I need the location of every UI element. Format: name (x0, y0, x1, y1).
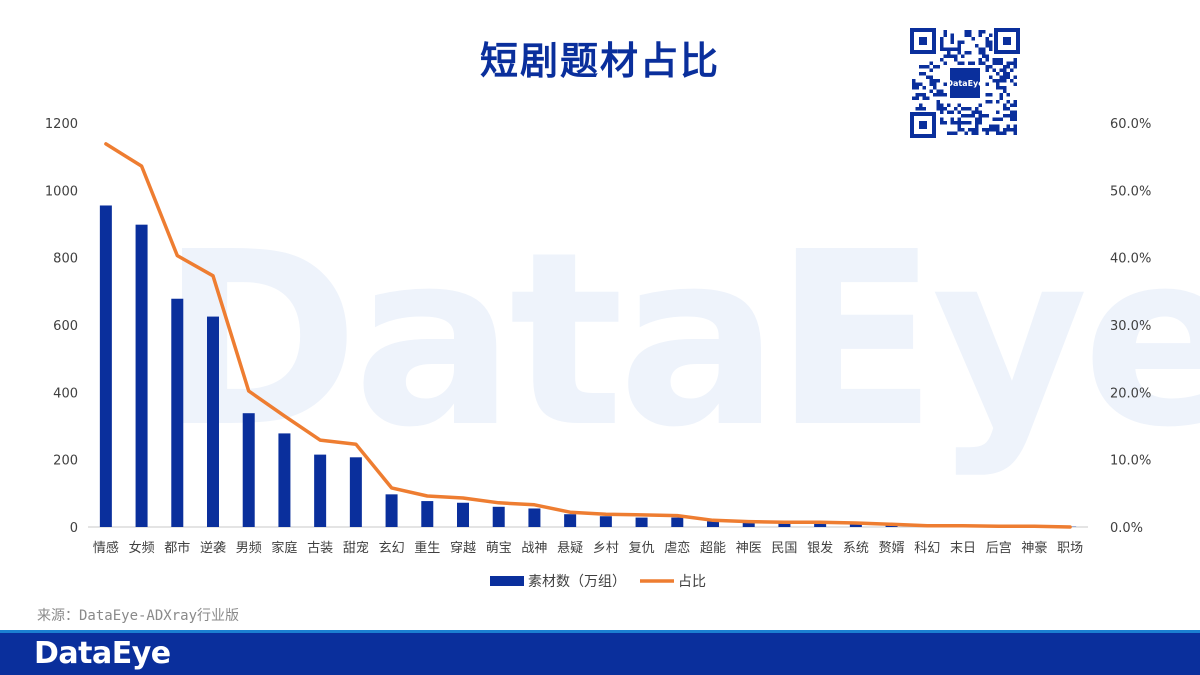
x-tick-label: 古装 (307, 541, 333, 556)
bar-重生 (421, 501, 434, 527)
bar-复仇 (635, 517, 648, 527)
bar-家庭 (278, 433, 291, 527)
qr-logo-text: DataEye (946, 79, 984, 88)
x-tick-label: 情感 (93, 540, 119, 556)
y-right-tick-label: 60.0% (1110, 117, 1151, 132)
bar-女频 (135, 224, 148, 527)
y-left-tick-label: 200 (53, 454, 78, 469)
bar-神医 (742, 522, 755, 527)
x-tick-label: 战神 (521, 541, 547, 556)
bar-乡村 (599, 516, 612, 527)
y-axis-right: 0.0% 10.0% 20.0% 30.0% 40.0% 50.0% 60.0% (1110, 117, 1151, 536)
x-tick-label: 甜宠 (343, 540, 369, 556)
legend-bar-swatch (490, 576, 524, 586)
y-left-tick-label: 600 (53, 319, 78, 334)
y-axis-left: 0 200 400 600 800 1000 1200 (45, 117, 78, 536)
y-left-tick-label: 400 (53, 386, 78, 401)
footer-logo: DataEye (34, 636, 171, 671)
y-left-tick-label: 800 (53, 252, 78, 267)
x-tick-label: 悬疑 (557, 540, 583, 556)
x-tick-label: 神豪 (1021, 540, 1047, 556)
bar-情感 (99, 205, 112, 527)
x-tick-label: 逆袭 (200, 540, 226, 556)
x-tick-label: 女频 (129, 540, 155, 556)
bar-民国 (778, 522, 791, 527)
x-tick-label: 男频 (236, 541, 262, 556)
x-tick-label: 系统 (843, 541, 869, 556)
x-tick-label: 科幻 (914, 541, 940, 556)
footer-bar: DataEye (0, 630, 1200, 675)
x-tick-label: 都市 (164, 540, 190, 556)
bar-系统 (849, 523, 862, 527)
line-series (104, 142, 1072, 529)
bar-虐恋 (671, 517, 684, 527)
bar-银发 (814, 522, 827, 527)
x-tick-label: 民国 (771, 541, 797, 556)
x-tick-label: 后宫 (986, 541, 1012, 556)
x-tick-label: 玄幻 (379, 541, 405, 556)
x-tick-label: 重生 (414, 540, 440, 556)
bar-萌宝 (492, 506, 505, 527)
y-right-tick-label: 50.0% (1110, 184, 1151, 199)
qr-code: DataEye (908, 26, 1022, 140)
bar-甜宠 (349, 457, 362, 527)
x-tick-label: 虐恋 (664, 540, 690, 556)
x-tick-label: 复仇 (629, 541, 655, 556)
x-tick-label: 职场 (1057, 541, 1083, 556)
x-tick-label: 银发 (807, 540, 833, 556)
x-tick-label: 家庭 (271, 540, 297, 556)
y-right-tick-label: 30.0% (1110, 319, 1151, 334)
bar-穿越 (457, 502, 469, 527)
x-tick-label: 萌宝 (486, 541, 512, 556)
bar-战神 (528, 508, 541, 527)
bar-series (99, 205, 1077, 527)
bar-都市 (171, 298, 184, 527)
bar-古装 (314, 454, 327, 527)
bar-超能 (707, 521, 719, 527)
x-tick-label: 乡村 (593, 541, 619, 556)
bar-悬疑 (564, 514, 577, 527)
bar-逆袭 (207, 316, 219, 527)
legend: 素材数（万组） 占比 (490, 574, 706, 590)
x-tick-label: 末日 (950, 541, 976, 556)
y-right-tick-label: 10.0% (1110, 454, 1151, 469)
legend-bar-label: 素材数（万组） (528, 574, 626, 590)
y-right-tick-label: 0.0% (1110, 521, 1143, 536)
legend-line-label: 占比 (678, 574, 706, 590)
x-tick-label: 超能 (700, 541, 726, 556)
source-note: 来源：DataEye-ADXray行业版 (37, 608, 240, 624)
chart-title: 短剧题材占比 (479, 39, 720, 83)
y-left-tick-label: 0 (70, 521, 78, 536)
y-right-tick-label: 20.0% (1110, 386, 1151, 401)
y-left-tick-label: 1000 (45, 184, 78, 199)
bar-玄幻 (385, 494, 398, 527)
x-tick-label: 神医 (736, 541, 762, 556)
x-tick-label: 赘婿 (879, 540, 905, 556)
bar-男频 (242, 413, 255, 527)
y-left-tick-label: 1200 (45, 117, 78, 132)
y-right-tick-label: 40.0% (1110, 252, 1151, 267)
x-axis-labels: 情感 女频 都市 逆袭 男频 家庭 古装 甜宠 玄幻 重生 穿越 萌宝 战神 悬疑 乡村 复仇 虐恋 超能 神医 民国… (93, 540, 1083, 556)
x-tick-label: 穿越 (450, 540, 476, 556)
bar-line-chart: 0 200 400 600 800 1000 1200 0.0% 10.0% 20.0% 30.0… (45, 117, 1151, 590)
